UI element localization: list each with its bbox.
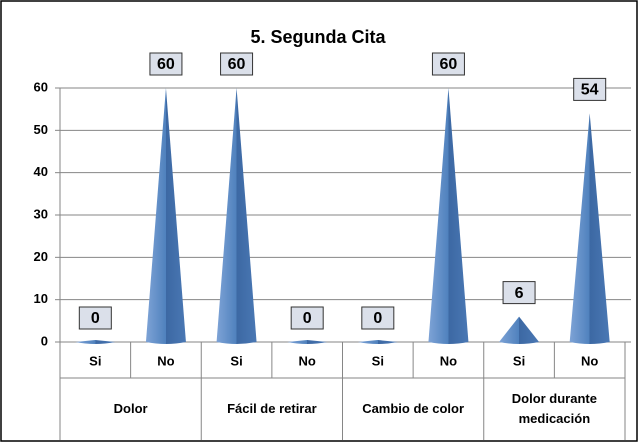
y-tick-label: 50 [34,122,48,137]
cone [287,340,328,344]
group-label: Fácil de retirar [227,401,317,416]
cone [75,340,116,344]
y-tick-label: 30 [34,206,48,221]
cone [428,88,469,344]
data-label-box [290,306,324,330]
data-label: 0 [373,310,382,327]
data-label-box [361,306,395,330]
cone [216,88,257,344]
data-label-box [431,52,465,76]
data-label: 60 [228,56,246,73]
x-tick-label: Si [89,353,101,368]
y-tick-label: 40 [34,164,48,179]
x-tick-label: Si [230,353,242,368]
x-tick-label: Si [513,353,525,368]
data-label-box [502,281,536,305]
data-label-box [573,77,607,101]
x-tick-label: No [581,353,598,368]
cone [357,340,398,344]
data-label: 60 [440,56,458,73]
x-tick-label: No [440,353,457,368]
y-tick-label: 60 [34,79,48,94]
x-tick-label: Si [372,353,384,368]
data-label-box [220,52,254,76]
group-label: Cambio de color [362,401,465,416]
y-tick-label: 10 [34,291,48,306]
group-label: Dolor durante medicación [511,391,597,426]
data-label: 6 [515,285,524,302]
data-label: 60 [157,56,175,73]
x-tick-label: No [299,353,316,368]
data-label-box [78,306,112,330]
y-tick-label: 0 [41,333,48,348]
cone [569,113,610,345]
data-label: 54 [581,82,599,99]
y-tick-label: 20 [34,249,48,264]
cone [145,88,186,344]
x-tick-label: No [157,353,174,368]
data-label: 0 [303,310,312,327]
group-label: Dolor [113,401,148,416]
data-label-box [149,52,183,76]
chart-title: 5. Segunda Cita [250,27,386,47]
cone [499,316,540,344]
data-label: 0 [91,310,100,327]
